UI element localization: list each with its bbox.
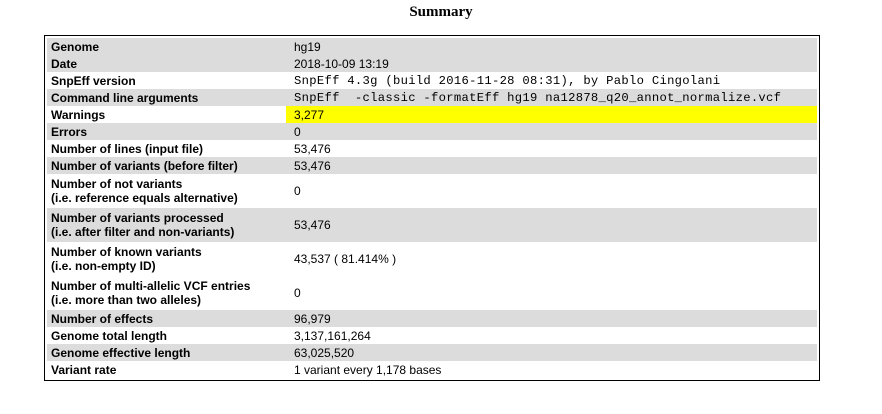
row-effects: Number of effects 96,979 [47,310,817,327]
row-value: 96,979 [286,310,817,327]
row-value: SnpEff -classic -formatEff hg19 na12878_… [286,89,817,106]
row-key: Date [47,55,286,72]
row-value: 0 [294,184,301,198]
row-value: 43,537 ( 81.414% ) [294,252,397,266]
row-key: Number of known variants (i.e. non-empty … [47,242,286,276]
row-key: Number of variants (before filter) [47,157,286,174]
row-variant-rate: Variant rate 1 variant every 1,178 bases [47,361,817,378]
row-key: Errors [47,123,286,140]
row-value: 63,025,520 [286,344,817,361]
row-key-line2: (i.e. non-empty ID) [51,259,156,273]
row-snpeff-version: SnpEff version SnpEff 4.3g (build 2016-1… [47,72,817,89]
row-not-variants: Number of not variants (i.e. reference eq… [47,174,817,208]
row-genome-total-length: Genome total length 3,137,161,264 [47,327,817,344]
row-value: 3,137,161,264 [294,328,371,343]
row-key: Command line arguments [47,89,286,106]
row-value: 0 [286,123,817,140]
row-key: Number of variants processed (i.e. after … [47,208,286,242]
row-key: Warnings [51,107,106,122]
row-key: SnpEff version [51,73,136,88]
row-date: Date 2018-10-09 13:19 [47,55,817,72]
row-key-line1: Number of known variants [51,245,202,259]
summary-table: Genome hg19 Date 2018-10-09 13:19 SnpEff… [44,35,820,381]
row-genome: Genome hg19 [47,38,817,55]
row-key-line2: (i.e. after filter and non-variants) [51,225,235,239]
row-key-line2: (i.e. reference equals alternative) [51,191,238,205]
row-lines-input: Number of lines (input file) 53,476 [47,140,817,157]
row-key: Genome effective length [47,344,286,361]
row-key-line1: Number of multi-allelic VCF entries [51,279,251,293]
row-variants-before-filter: Number of variants (before filter) 53,47… [47,157,817,174]
row-value: hg19 [286,38,817,55]
row-known-variants: Number of known variants (i.e. non-empty … [47,242,817,276]
row-value-warning-highlight: 3,277 [286,106,817,123]
row-multi-allelic: Number of multi-allelic VCF entries (i.e.… [47,276,817,310]
row-errors: Errors 0 [47,123,817,140]
row-value: 2018-10-09 13:19 [286,55,817,72]
row-key-line2: (i.e. more than two alleles) [51,293,202,307]
row-key: Genome [47,38,286,55]
row-value: 53,476 [294,141,331,156]
row-value: 53,476 [286,157,817,174]
row-key: Number of lines (input file) [51,141,203,156]
row-command-line: Command line arguments SnpEff -classic -… [47,89,817,106]
row-key: Number of not variants (i.e. reference eq… [47,174,286,208]
row-genome-effective-length: Genome effective length 63,025,520 [47,344,817,361]
row-value: 1 variant every 1,178 bases [294,362,442,377]
row-key: Number of effects [47,310,286,327]
row-warnings: Warnings 3,277 [47,106,817,123]
row-key-line1: Number of variants processed [51,211,224,225]
page-title: Summary [409,4,473,20]
row-key: Genome total length [51,328,168,343]
row-key-line1: Number of not variants [51,177,183,191]
row-value: SnpEff 4.3g (build 2016-11-28 08:31), by… [294,73,721,88]
row-value: 0 [294,286,301,300]
row-variants-processed: Number of variants processed (i.e. after … [47,208,817,242]
row-value: 53,476 [286,208,817,242]
row-key: Number of multi-allelic VCF entries (i.e.… [47,276,286,310]
row-key: Variant rate [51,362,117,377]
